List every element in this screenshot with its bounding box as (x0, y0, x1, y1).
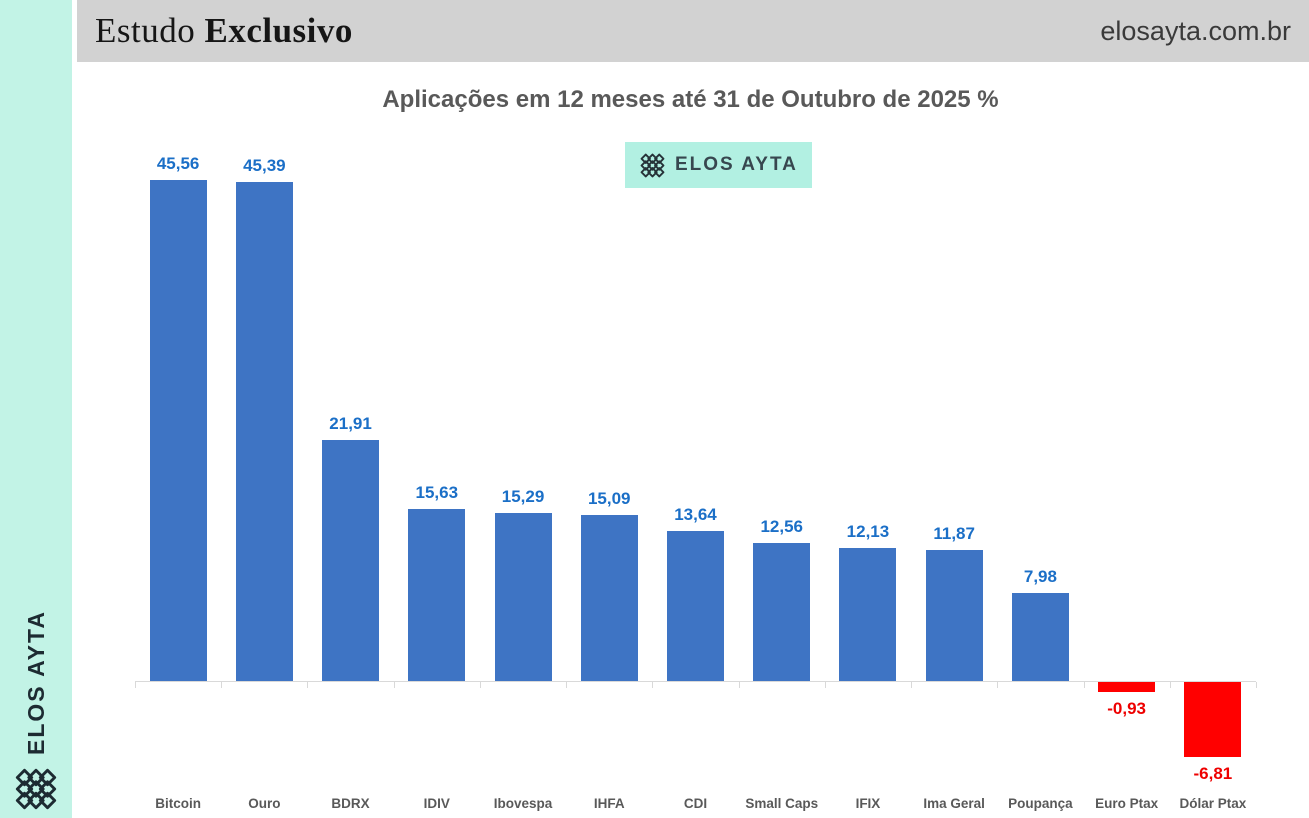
x-axis-tick (221, 682, 223, 688)
bar (408, 509, 466, 681)
x-axis-tick (997, 682, 999, 688)
bar (149, 179, 207, 681)
category-label: Euro Ptax (1095, 796, 1159, 811)
value-label: 15,29 (501, 486, 545, 506)
bar (1098, 682, 1156, 693)
value-label: 15,63 (415, 483, 459, 503)
category-label: IHFA (593, 796, 625, 811)
value-label: 12,13 (846, 521, 890, 541)
brand-badge-label: ELOS AYTA (675, 154, 798, 175)
bar (753, 542, 811, 681)
category-label: Ouro (248, 796, 281, 811)
study-title: Estudo Exclusivo (95, 11, 353, 51)
header-strip: Estudo Exclusivo elosayta.com.br (77, 0, 1309, 62)
value-label: 45,39 (243, 155, 286, 175)
sidebar-brand: ELOS AYTA (0, 602, 72, 762)
value-label: 13,64 (674, 504, 717, 524)
x-axis-tick (824, 682, 826, 688)
category-label: CDI (683, 796, 708, 811)
study-title-bold: Exclusivo (204, 11, 353, 50)
category-label: Dólar Ptax (1179, 796, 1247, 811)
x-axis-tick (652, 682, 654, 688)
bar (925, 550, 983, 681)
category-label: Bitcoin (155, 796, 201, 811)
category-label: IDIV (423, 796, 450, 811)
bar (494, 512, 552, 681)
bar (839, 547, 897, 681)
x-axis-tick (1169, 682, 1171, 688)
website-text: elosayta.com.br (1100, 15, 1291, 46)
category-label: Ima Geral (923, 796, 985, 811)
x-axis-tick (135, 682, 136, 688)
x-axis-tick (479, 682, 481, 688)
x-axis-tick (1255, 682, 1257, 688)
x-axis-tick (738, 682, 740, 688)
elos-ayta-logo-icon (640, 153, 665, 177)
bar (1011, 593, 1069, 681)
study-title-regular: Estudo (95, 11, 205, 50)
chart-area: Aplicações em 12 meses até 31 de Outubro… (72, 62, 1309, 818)
x-axis-tick (393, 682, 395, 688)
bar (322, 439, 380, 681)
x-axis-tick (1083, 682, 1085, 688)
value-label: 15,09 (587, 489, 631, 508)
category-label: Small Caps (745, 796, 819, 811)
x-axis-line (135, 681, 1256, 682)
sidebar: ELOS AYTA (0, 0, 72, 818)
brand-badge: ELOS AYTA (625, 142, 812, 188)
plot-area: 45,56 Bitcoin 45,39 Ouro 21,91 BDRX 15,63 IDIV 1… (72, 62, 1309, 818)
x-axis-tick (566, 682, 568, 688)
value-label: 45,56 (156, 153, 200, 173)
bar (580, 515, 638, 681)
value-label: 7,98 (1023, 567, 1057, 587)
chart-title: Aplicações em 12 meses até 31 de Outubro… (382, 86, 999, 113)
x-axis-tick (307, 682, 309, 688)
value-label: -6,81 (1193, 763, 1233, 783)
category-label: Ibovespa (493, 796, 553, 811)
x-axis-tick (911, 682, 913, 688)
category-label: BDRX (331, 796, 370, 811)
category-label: IFIX (855, 796, 881, 811)
category-label: Poupança (1008, 796, 1073, 811)
bar (1184, 682, 1242, 757)
sidebar-brand-text: ELOS AYTA (22, 609, 49, 755)
value-label: 12,56 (760, 516, 803, 536)
bar (235, 181, 293, 681)
value-label: 11,87 (933, 524, 975, 544)
value-label: 21,91 (329, 413, 372, 433)
bar (666, 530, 724, 681)
value-label: -0,93 (1107, 699, 1147, 719)
elos-ayta-logo-icon (0, 766, 72, 812)
